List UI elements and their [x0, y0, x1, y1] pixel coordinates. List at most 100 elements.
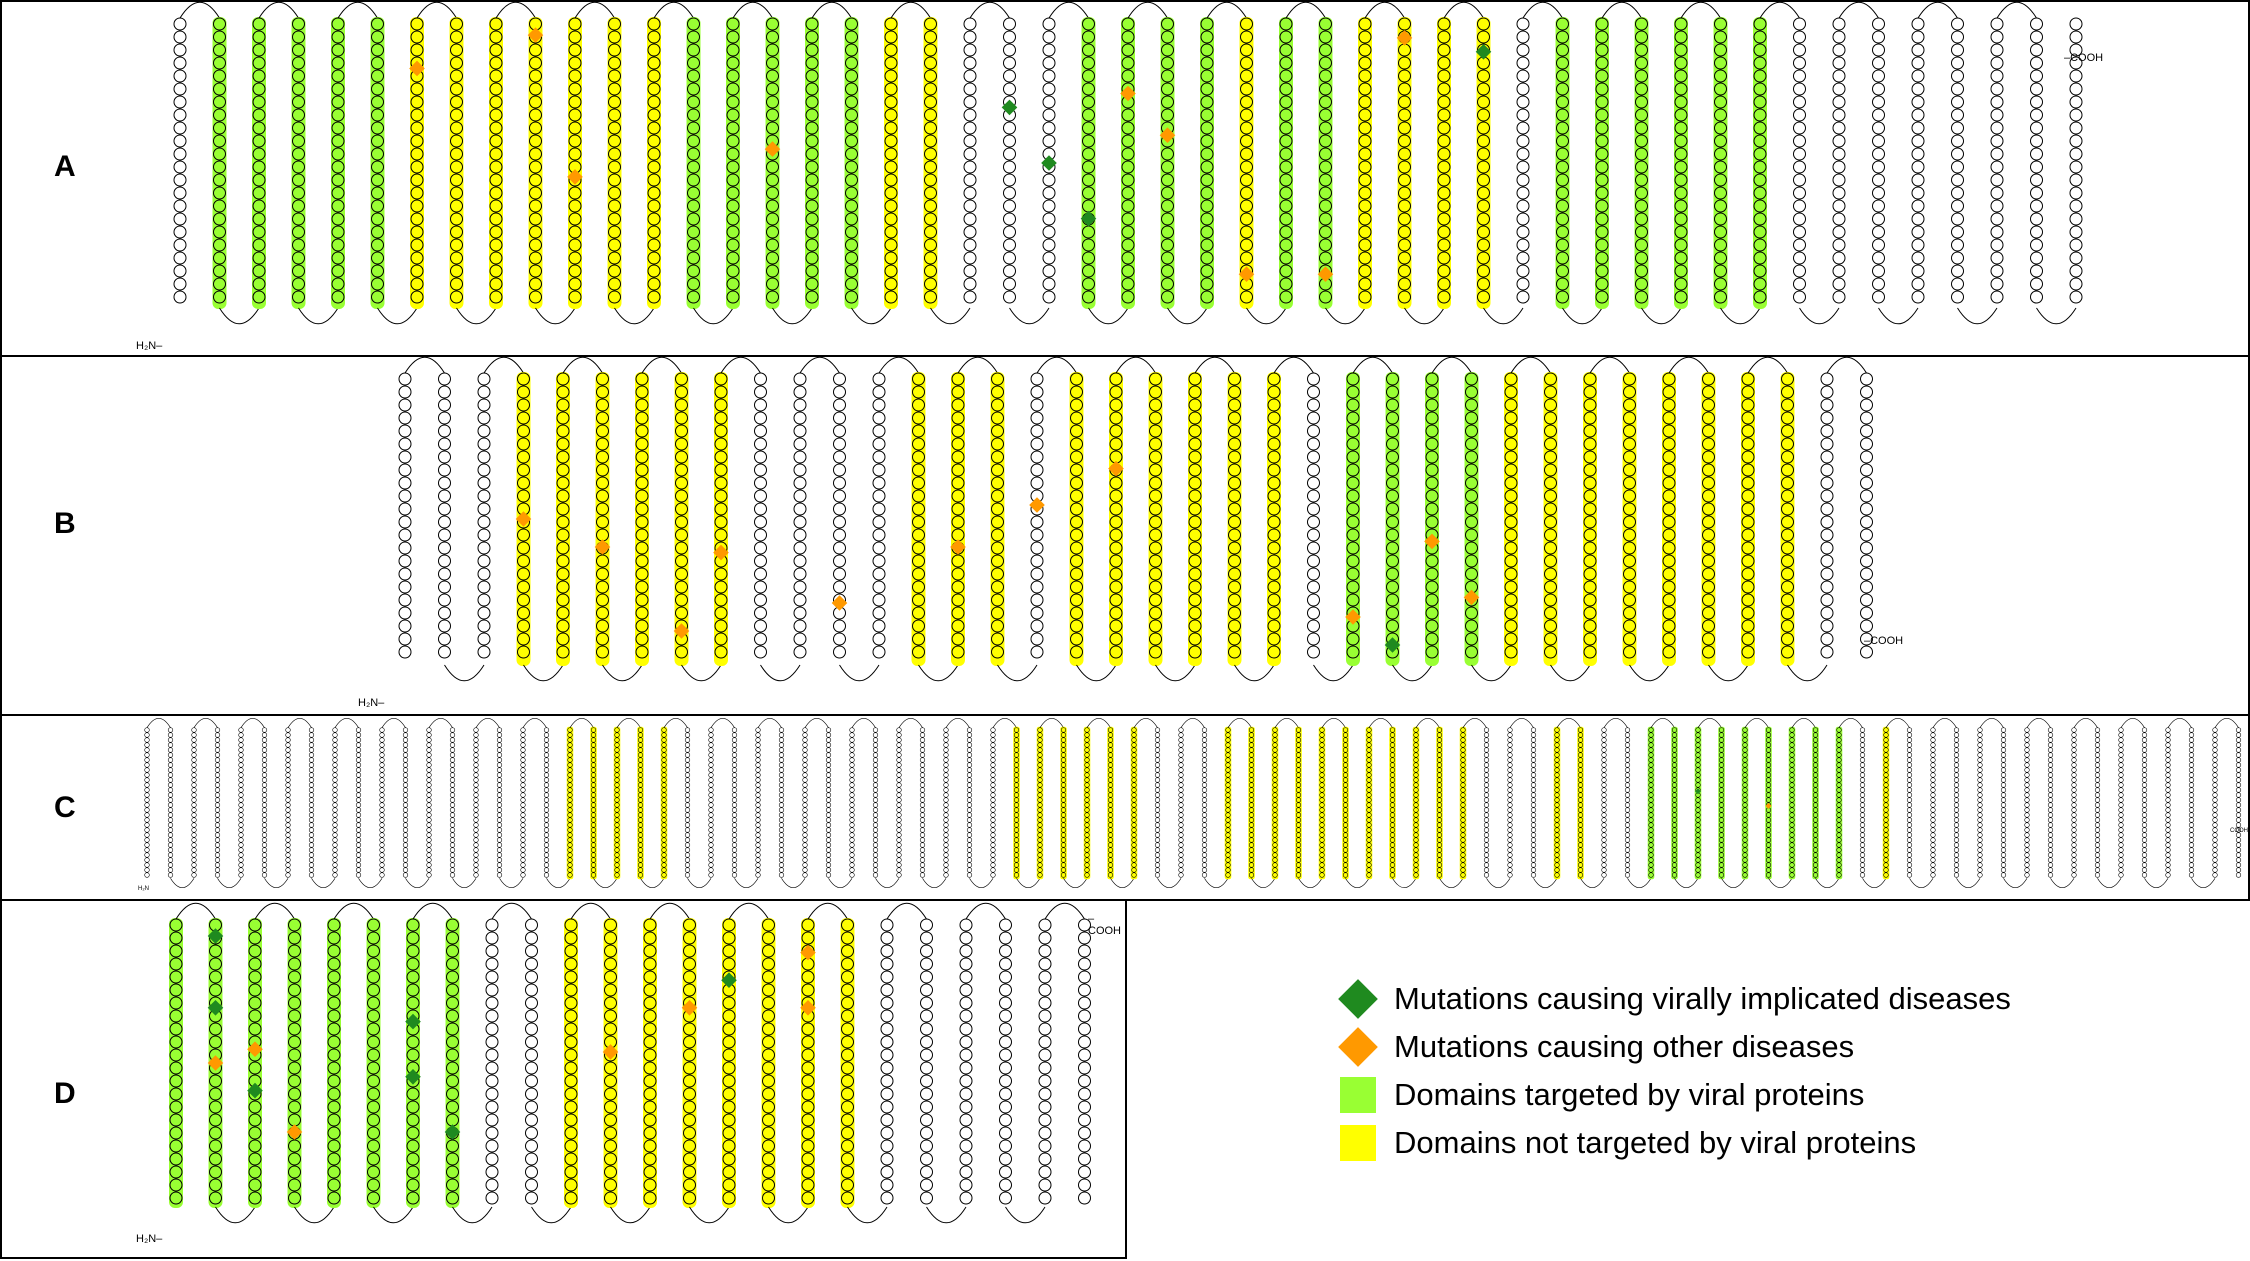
residue-circle: [1516, 277, 1530, 291]
residue-circle: [496, 792, 503, 798]
residue-circle: [1623, 580, 1636, 594]
residue-circle: [1425, 567, 1439, 581]
residue-circle: [1859, 857, 1866, 863]
residue-circle: [2188, 807, 2195, 813]
residue-circle: [1460, 737, 1466, 743]
residue-circle: [1951, 147, 1964, 161]
residue-circle: [1781, 580, 1794, 594]
residue-circle: [647, 186, 661, 200]
residue-circle: [517, 593, 530, 607]
residue-circle: [1307, 528, 1320, 542]
residue-circle: [1178, 747, 1184, 753]
residue-circle: [896, 822, 902, 828]
residue-circle: [1595, 147, 1609, 161]
loop-arc: [428, 718, 453, 728]
residue-circle: [924, 30, 937, 44]
residue-circle: [1149, 541, 1162, 555]
residue-circle: [708, 807, 714, 813]
residue-circle: [896, 812, 902, 818]
residue-circle: [872, 727, 879, 733]
residue-circle: [449, 772, 456, 778]
residue-circle: [991, 606, 1004, 620]
residue-circle: [2118, 862, 2124, 868]
residue-circle: [1107, 737, 1114, 743]
residue-circle: [1307, 541, 1320, 555]
residue-circle: [805, 82, 819, 96]
residue-circle: [1154, 772, 1161, 778]
residue-circle: [167, 792, 174, 798]
loop-arc: [381, 718, 406, 728]
residue-circle: [614, 747, 620, 753]
residue-circle: [731, 777, 738, 783]
residue-circle: [1832, 199, 1846, 213]
residue-circle: [529, 290, 542, 304]
residue-circle: [1872, 56, 1885, 70]
residue-circle: [1789, 777, 1795, 783]
residue-circle: [1859, 727, 1866, 733]
residue-circle: [1013, 737, 1020, 743]
residue-circle: [1671, 822, 1678, 828]
residue-circle: [943, 772, 949, 778]
residue-circle: [1836, 732, 1842, 738]
residue-circle: [402, 847, 409, 853]
residue-circle: [214, 857, 221, 863]
residue-circle: [1906, 832, 1913, 838]
residue-circle: [1507, 847, 1513, 853]
residue-circle: [1389, 812, 1396, 818]
other-mutation-marker: [1424, 533, 1440, 550]
residue-circle: [332, 757, 338, 763]
residue-circle: [1161, 225, 1174, 239]
residue-circle: [379, 757, 385, 763]
residue-circle: [1070, 528, 1083, 542]
residue-circle: [1483, 777, 1490, 783]
residue-circle: [426, 832, 432, 838]
residue-circle: [173, 199, 187, 213]
residue-circle: [1346, 489, 1360, 503]
residue-circle: [567, 767, 573, 773]
residue-circle: [1201, 767, 1208, 773]
residue-circle: [614, 862, 620, 868]
residue-circle: [1951, 134, 1964, 148]
residue-circle: [1342, 847, 1349, 853]
residue-circle: [825, 867, 832, 873]
residue-circle: [2030, 69, 2043, 83]
residue-circle: [1516, 147, 1530, 161]
residue-circle: [684, 742, 691, 748]
loop-arc: [1157, 878, 1182, 888]
residue-circle: [1623, 398, 1636, 412]
loop-arc: [1364, 1, 1405, 19]
residue-circle: [1319, 812, 1325, 818]
residue-circle: [1859, 732, 1866, 738]
residue-circle: [1741, 476, 1755, 490]
residue-circle: [1267, 515, 1281, 529]
residue-circle: [849, 732, 855, 738]
residue-circle: [919, 732, 926, 738]
residue-circle: [543, 842, 550, 848]
residue-circle: [1366, 832, 1372, 838]
residue-circle: [1248, 767, 1255, 773]
residue-circle: [1460, 767, 1466, 773]
residue-circle: [1149, 554, 1162, 568]
residue-circle: [1714, 95, 1727, 109]
residue-circle: [1595, 186, 1609, 200]
residue-circle: [1248, 867, 1255, 873]
residue-circle: [1951, 186, 1964, 200]
residue-circle: [252, 147, 266, 161]
residue-circle: [1836, 872, 1842, 878]
residue-circle: [1460, 807, 1466, 813]
residue-circle: [1789, 857, 1795, 863]
residue-circle: [1624, 767, 1631, 773]
residue-circle: [2141, 852, 2148, 858]
residue-circle: [144, 842, 150, 848]
residue-circle: [410, 290, 424, 304]
residue-circle: [1930, 857, 1936, 863]
residue-circle: [1436, 802, 1443, 808]
residue-circle: [1695, 812, 1701, 818]
residue-circle: [520, 867, 526, 873]
residue-circle: [1188, 502, 1202, 516]
residue-circle: [1225, 867, 1231, 873]
residue-circle: [1460, 812, 1466, 818]
residue-circle: [1319, 842, 1325, 848]
residue-circle: [2047, 742, 2054, 748]
residue-circle: [849, 767, 855, 773]
